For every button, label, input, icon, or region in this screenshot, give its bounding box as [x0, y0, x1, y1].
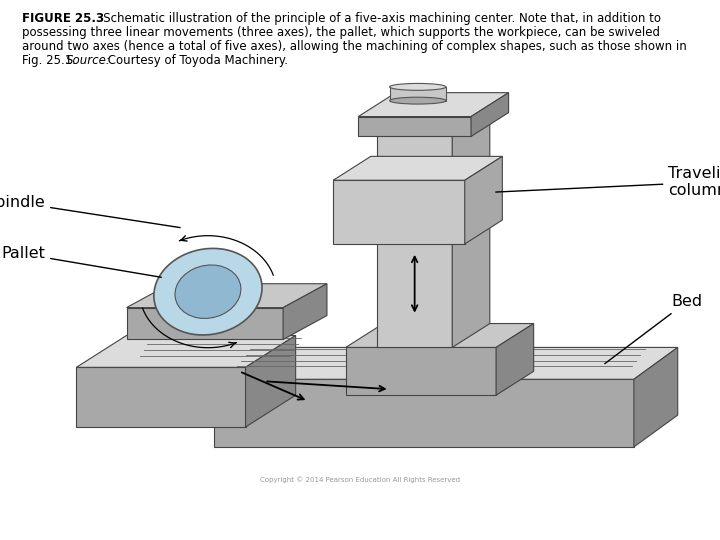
Polygon shape	[359, 117, 471, 137]
Text: All rights reserved.: All rights reserved.	[515, 521, 598, 530]
Polygon shape	[496, 323, 534, 395]
Polygon shape	[215, 379, 634, 447]
Polygon shape	[452, 109, 490, 347]
Text: Source:: Source:	[66, 53, 111, 66]
Polygon shape	[377, 109, 490, 129]
Polygon shape	[346, 347, 496, 395]
Polygon shape	[283, 284, 327, 340]
Text: FIGURE 25.3: FIGURE 25.3	[22, 12, 104, 25]
Polygon shape	[333, 157, 503, 180]
Polygon shape	[127, 284, 327, 308]
Polygon shape	[333, 180, 465, 244]
Ellipse shape	[390, 97, 446, 104]
Text: Spindle: Spindle	[0, 194, 180, 227]
Text: around two axes (hence a total of five axes), allowing the machining of complex : around two axes (hence a total of five a…	[22, 40, 686, 53]
Text: Fig. 25.1.: Fig. 25.1.	[22, 53, 79, 66]
Ellipse shape	[390, 84, 446, 90]
Polygon shape	[359, 93, 508, 117]
Polygon shape	[215, 347, 678, 379]
Text: PEARSON: PEARSON	[600, 507, 709, 525]
Text: Copyright © 2014 Pearson Education All Rights Reserved: Copyright © 2014 Pearson Education All R…	[260, 476, 460, 483]
Polygon shape	[76, 335, 296, 367]
Polygon shape	[634, 347, 678, 447]
Bar	[390, 87, 446, 100]
Ellipse shape	[175, 265, 241, 319]
Text: Serope Kalpakjian | Steven R. Schmid: Serope Kalpakjian | Steven R. Schmid	[192, 521, 356, 530]
Text: Copyright © 2014 by Pearson Education, Inc.: Copyright © 2014 by Pearson Education, I…	[515, 503, 712, 512]
Text: ALWAYS LEARNING: ALWAYS LEARNING	[11, 511, 111, 520]
Polygon shape	[377, 129, 452, 347]
Text: possessing three linear movements (three axes), the pallet, which supports the w: possessing three linear movements (three…	[22, 26, 660, 39]
Text: Courtesy of Toyoda Machinery.: Courtesy of Toyoda Machinery.	[104, 53, 288, 66]
Polygon shape	[346, 323, 534, 347]
Polygon shape	[471, 93, 508, 137]
Polygon shape	[76, 367, 246, 427]
Text: Traveling
column: Traveling column	[496, 166, 720, 198]
Ellipse shape	[154, 248, 262, 335]
Text: Manufacturing Engineering and Technology, Seventh Edition: Manufacturing Engineering and Technology…	[143, 503, 405, 512]
Polygon shape	[465, 157, 503, 244]
Text: Pallet: Pallet	[1, 246, 161, 278]
Text: Schematic illustration of the principle of a five-axis machining center. Note th: Schematic illustration of the principle …	[92, 12, 661, 25]
Polygon shape	[246, 335, 296, 427]
Polygon shape	[127, 308, 283, 340]
Text: Bed: Bed	[605, 294, 703, 363]
